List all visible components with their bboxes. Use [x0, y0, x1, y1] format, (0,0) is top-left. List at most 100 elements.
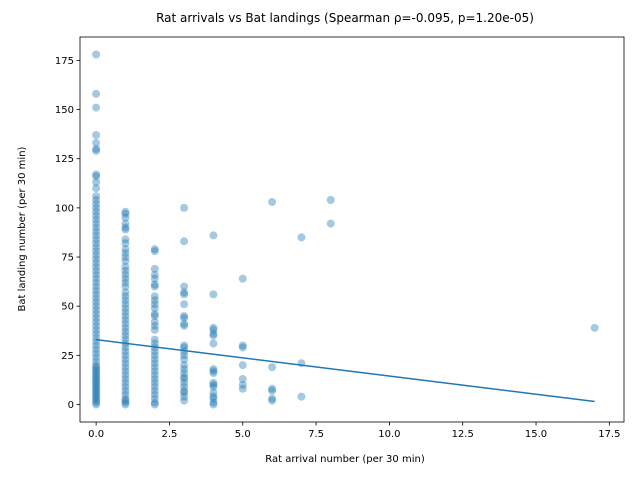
point [121, 292, 130, 301]
point [209, 365, 218, 374]
point [121, 274, 130, 283]
point [121, 359, 130, 368]
y-axis-label: Bat landing number (per 30 min) [17, 146, 28, 311]
x-tick-label: 2.5 [161, 429, 177, 440]
point [92, 374, 101, 383]
point [209, 398, 218, 407]
point [150, 325, 159, 334]
point [92, 353, 101, 362]
point [150, 390, 159, 399]
point [92, 394, 101, 403]
point [92, 306, 101, 315]
point [121, 398, 130, 407]
point [92, 266, 101, 275]
point [92, 345, 101, 354]
point [92, 254, 101, 263]
point [209, 329, 218, 338]
point [92, 251, 101, 260]
point [121, 351, 130, 360]
point [92, 290, 101, 299]
point [92, 247, 101, 256]
point [150, 292, 159, 301]
point [92, 50, 101, 59]
y-tick-label: 150 [55, 105, 74, 116]
point [121, 312, 130, 321]
point [121, 282, 130, 291]
point [92, 329, 101, 338]
point [150, 296, 159, 305]
x-tick-label: 17.5 [598, 429, 620, 440]
point [150, 264, 159, 273]
point [92, 298, 101, 307]
point [209, 380, 218, 389]
point [92, 361, 101, 370]
point [121, 256, 130, 265]
point [180, 313, 189, 322]
x-tick-label: 10.0 [378, 429, 400, 440]
point [92, 207, 101, 216]
point [121, 396, 130, 405]
point [121, 262, 130, 271]
point [150, 247, 159, 256]
point [121, 374, 130, 383]
point [180, 365, 189, 374]
point [268, 384, 277, 393]
point [209, 339, 218, 348]
point [150, 317, 159, 326]
point [92, 211, 101, 220]
point [92, 369, 101, 378]
point [92, 138, 101, 147]
point [238, 343, 247, 352]
point [150, 270, 159, 279]
point [121, 347, 130, 356]
point [150, 378, 159, 387]
point [92, 192, 101, 201]
point [121, 207, 130, 216]
point [121, 270, 130, 279]
point [92, 396, 101, 405]
point [92, 239, 101, 248]
x-tick-label: 7.5 [308, 429, 324, 440]
x-tick-label: 12.5 [452, 429, 474, 440]
point [92, 219, 101, 228]
point [180, 300, 189, 309]
point [92, 302, 101, 311]
point [150, 351, 159, 360]
point [121, 343, 130, 352]
point [180, 372, 189, 381]
point [150, 355, 159, 364]
point [180, 312, 189, 321]
point [121, 400, 130, 409]
point [150, 339, 159, 348]
point [150, 347, 159, 356]
point [92, 341, 101, 350]
point [92, 376, 101, 385]
point [209, 394, 218, 403]
point [150, 400, 159, 409]
y-tick-label: 125 [55, 154, 74, 165]
point [92, 199, 101, 208]
point [150, 312, 159, 321]
point [92, 400, 101, 409]
point [121, 390, 130, 399]
point [121, 225, 130, 234]
point [92, 398, 101, 407]
point [209, 325, 218, 334]
point [92, 172, 101, 181]
chart-title: Rat arrivals vs Bat landings (Spearman ρ… [156, 11, 534, 25]
point [92, 270, 101, 279]
point [209, 290, 218, 299]
point [150, 310, 159, 319]
point [238, 384, 247, 393]
point [180, 237, 189, 246]
point [121, 315, 130, 324]
point [238, 274, 247, 283]
point [238, 361, 247, 370]
point [268, 363, 277, 372]
x-tick-label: 5.0 [235, 429, 251, 440]
y-tick-label: 100 [55, 203, 74, 214]
point [121, 213, 130, 222]
point [150, 382, 159, 391]
point [180, 351, 189, 360]
